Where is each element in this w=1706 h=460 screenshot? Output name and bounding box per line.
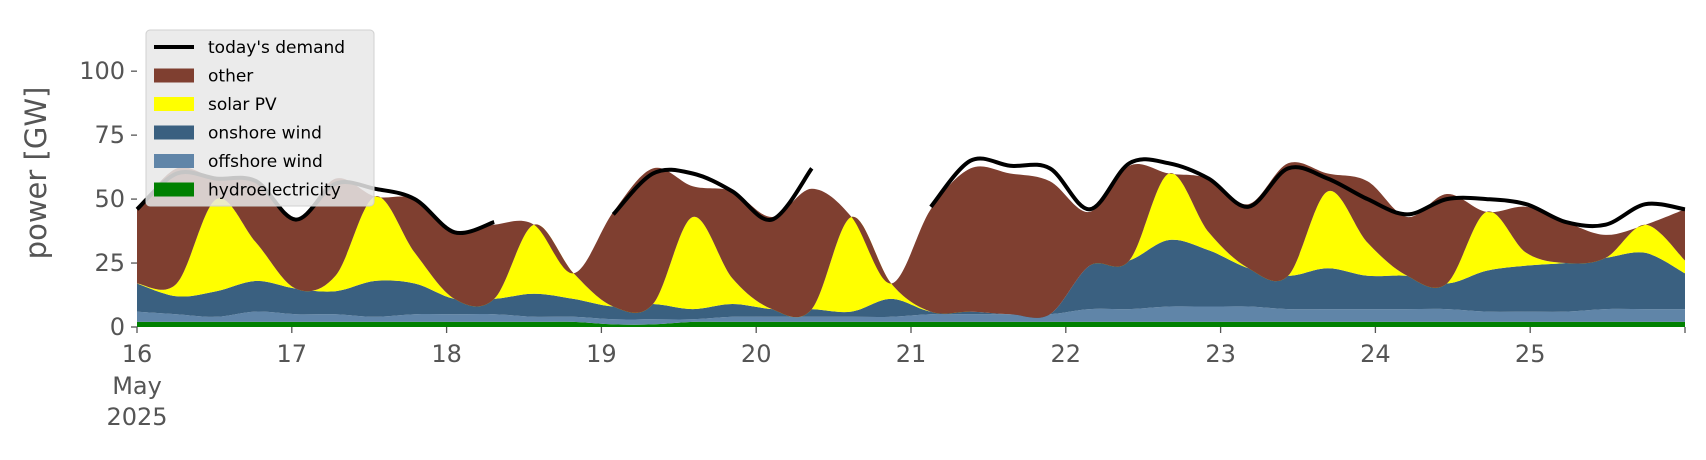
legend-label-hydro: hydroelectricity xyxy=(208,181,341,201)
x-tick-label-9: 25 xyxy=(1515,340,1546,368)
legend-label-other: other xyxy=(208,67,253,87)
demand-line-segment-1 xyxy=(611,167,814,222)
legend-handle-solar xyxy=(154,97,194,111)
area-onshore xyxy=(137,239,1685,320)
legend-label-offshore: offshore wind xyxy=(208,152,323,172)
y-tick-label-75: 75 xyxy=(94,121,125,149)
legend-handle-onshore xyxy=(154,125,194,140)
stacked-areas xyxy=(137,162,1685,327)
y-axis-title: power [GW] xyxy=(19,87,53,260)
legend-label-solar: solar PV xyxy=(208,95,277,115)
x-tick-label-2: 18 xyxy=(431,340,462,368)
legend-label-onshore: onshore wind xyxy=(208,124,322,144)
legend-handle-offshore xyxy=(154,154,194,168)
x-tick-label-6: 22 xyxy=(1051,340,1082,368)
x-tick-label-5: 21 xyxy=(896,340,927,368)
legend-label-demand: today's demand xyxy=(208,38,345,58)
y-tick-label-25: 25 xyxy=(94,249,125,277)
y-tick-label-100: 100 xyxy=(79,57,125,85)
y-axis: 0 25 50 75 100 xyxy=(79,57,137,341)
area-hydro xyxy=(137,321,1685,327)
area-solar xyxy=(137,173,1685,318)
x-tick-label-1: 17 xyxy=(277,340,308,368)
x-tick-sublabel-1: 2025 xyxy=(106,403,167,431)
legend-handle-other xyxy=(154,68,194,83)
x-tick-label-8: 24 xyxy=(1360,340,1391,368)
area-other xyxy=(137,162,1685,318)
x-tick-sublabel-0: May xyxy=(112,372,162,400)
x-tick-label-7: 23 xyxy=(1205,340,1236,368)
demand-line-segment-2 xyxy=(929,156,1686,229)
x-axis: 16 17 18 19 20 21 22 23 24 25 May 2025 xyxy=(106,327,1686,431)
legend-handle-hydro xyxy=(154,182,194,197)
legend-box xyxy=(145,29,375,207)
legend: today's demand other solar PV onshore wind o… xyxy=(145,29,375,207)
y-tick-label-50: 50 xyxy=(94,185,125,213)
x-tick-label-0: 16 xyxy=(122,340,153,368)
x-tick-label-4: 20 xyxy=(741,340,772,368)
x-tick-label-3: 19 xyxy=(586,340,617,368)
area-offshore xyxy=(137,306,1685,325)
y-tick-label-0: 0 xyxy=(110,313,125,341)
